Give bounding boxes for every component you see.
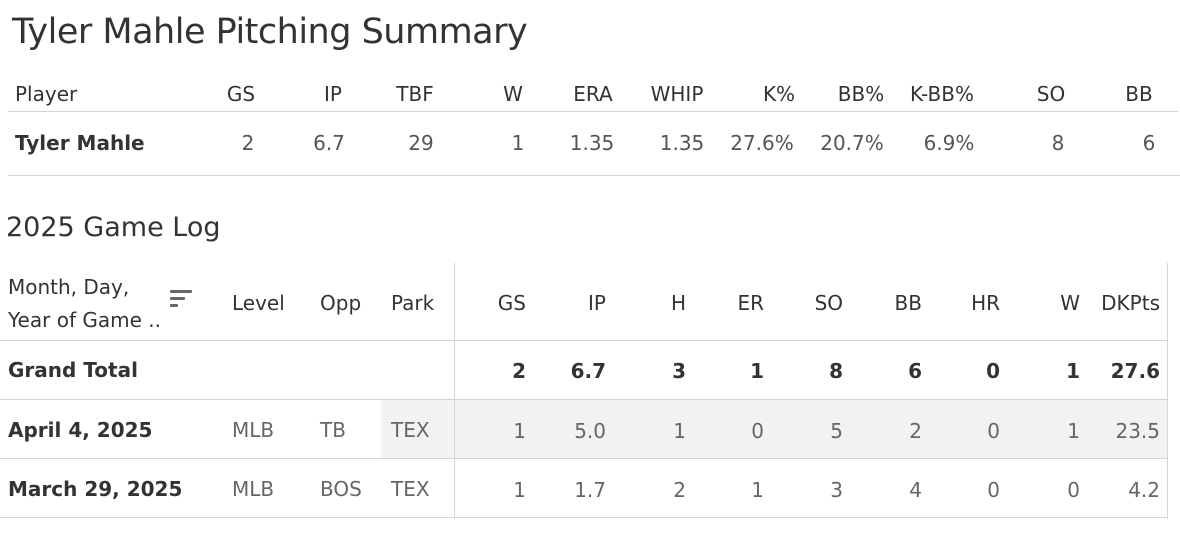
header-date-line2[interactable]: Year of Game .. (8, 308, 161, 332)
total-row-divider (0, 399, 1168, 400)
header-ip2[interactable]: IP (588, 291, 606, 315)
total-hr: 0 (986, 359, 1000, 383)
row-so: 3 (830, 478, 843, 502)
sort-icon[interactable] (170, 290, 192, 310)
park-highlight (381, 400, 455, 458)
header-so[interactable]: SO (1036, 82, 1066, 106)
summary-bb: 6 (1142, 131, 1156, 155)
summary-so: 8 (1051, 131, 1065, 155)
row-highlight (455, 400, 1167, 458)
row-opp: TB (320, 418, 346, 442)
header-hr[interactable]: HR (971, 291, 1000, 315)
header-w2[interactable]: W (1060, 291, 1080, 315)
header-er[interactable]: ER (737, 291, 764, 315)
summary-bottom-divider (8, 175, 1180, 176)
header-dkpts[interactable]: DKPts (1101, 291, 1160, 315)
gamelog-header-divider (0, 340, 1168, 341)
row-er: 0 (751, 419, 764, 443)
summary-tbf: 29 (408, 131, 434, 155)
row1-divider (0, 458, 1168, 459)
header-level[interactable]: Level (232, 291, 285, 315)
header-bb-pct[interactable]: BB% (837, 82, 885, 106)
row-so: 5 (830, 419, 843, 443)
row-bb: 4 (909, 478, 922, 502)
header-era[interactable]: ERA (573, 82, 613, 106)
summary-gs: 2 (241, 131, 255, 155)
summary-whip: 1.35 (659, 131, 705, 155)
grand-total-label: Grand Total (8, 358, 138, 382)
total-so: 8 (829, 359, 843, 383)
header-whip[interactable]: WHIP (650, 82, 704, 106)
header-date-line1[interactable]: Month, Day, (8, 275, 130, 299)
row-dkpts: 4.2 (1128, 478, 1160, 502)
header-opp[interactable]: Opp (320, 291, 362, 315)
header-park[interactable]: Park (391, 291, 435, 315)
header-player[interactable]: Player (15, 82, 78, 106)
row-gs: 1 (513, 419, 526, 443)
row-date: March 29, 2025 (8, 477, 183, 501)
header-bb[interactable]: BB (1125, 82, 1153, 106)
total-dkpts: 27.6 (1110, 359, 1160, 383)
summary-k-pct: 27.6% (730, 131, 794, 155)
row-date: April 4, 2025 (8, 418, 153, 442)
row-ip: 5.0 (574, 419, 606, 443)
header-gs2[interactable]: GS (497, 291, 526, 315)
summary-w: 1 (511, 131, 525, 155)
row-bb: 2 (909, 419, 922, 443)
summary-ip: 6.7 (313, 131, 345, 155)
total-w: 1 (1066, 359, 1080, 383)
row-er: 1 (751, 478, 764, 502)
gamelog-title: 2025 Game Log (6, 212, 221, 243)
row-ip: 1.7 (574, 478, 606, 502)
total-h: 3 (672, 359, 686, 383)
header-tbf[interactable]: TBF (396, 82, 434, 106)
row-opp: BOS (320, 477, 362, 501)
row-hr: 0 (987, 419, 1000, 443)
total-ip: 6.7 (570, 359, 606, 383)
row-level: MLB (232, 477, 275, 501)
total-bb: 6 (908, 359, 922, 383)
header-w[interactable]: W (503, 82, 523, 106)
page-title: Tyler Mahle Pitching Summary (12, 12, 528, 52)
header-bb2[interactable]: BB (894, 291, 922, 315)
row-park: TEX (391, 418, 430, 442)
row-h: 1 (673, 419, 686, 443)
row-level: MLB (232, 418, 275, 442)
header-k-bb-pct[interactable]: K-BB% (910, 82, 974, 106)
table-right-edge (1167, 263, 1168, 519)
row-gs: 1 (513, 478, 526, 502)
row-hr: 0 (987, 478, 1000, 502)
summary-k-bb-pct: 6.9% (923, 131, 975, 155)
player-name: Tyler Mahle (15, 131, 145, 155)
summary-bb-pct: 20.7% (820, 131, 884, 155)
header-h[interactable]: H (670, 291, 686, 315)
header-k-pct[interactable]: K% (762, 82, 796, 106)
table-bottom-divider (0, 517, 1168, 518)
row-w: 0 (1067, 478, 1080, 502)
row-park: TEX (391, 477, 430, 501)
header-gs[interactable]: GS (226, 82, 256, 106)
column-divider (454, 263, 455, 519)
total-gs: 2 (512, 359, 526, 383)
row-w: 1 (1067, 419, 1080, 443)
total-er: 1 (750, 359, 764, 383)
summary-header-divider (8, 111, 1178, 112)
header-so2[interactable]: SO (814, 291, 843, 315)
header-ip[interactable]: IP (324, 82, 342, 106)
row-h: 2 (673, 478, 686, 502)
summary-era: 1.35 (569, 131, 615, 155)
row-dkpts: 23.5 (1115, 419, 1160, 443)
